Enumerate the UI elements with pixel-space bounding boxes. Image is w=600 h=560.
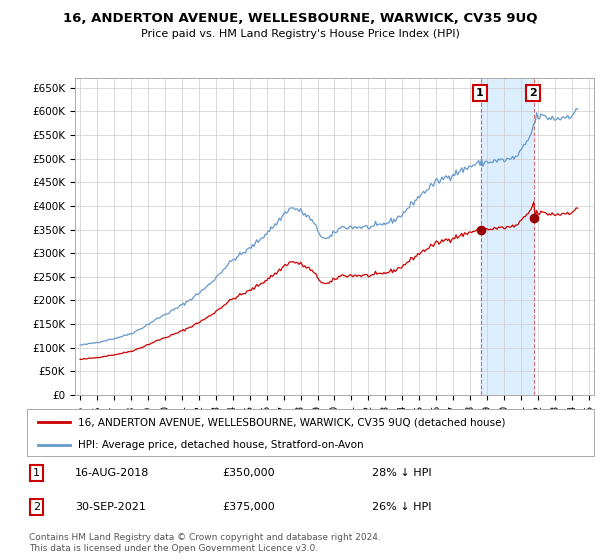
Text: 26% ↓ HPI: 26% ↓ HPI <box>372 502 431 512</box>
Bar <box>481 78 534 395</box>
Text: 28% ↓ HPI: 28% ↓ HPI <box>372 468 431 478</box>
Text: 1: 1 <box>476 88 484 98</box>
Text: 1: 1 <box>33 468 40 478</box>
Bar <box>534 78 594 395</box>
Text: 2: 2 <box>33 502 40 512</box>
Text: 16, ANDERTON AVENUE, WELLESBOURNE, WARWICK, CV35 9UQ: 16, ANDERTON AVENUE, WELLESBOURNE, WARWI… <box>63 12 537 25</box>
Text: 2: 2 <box>529 88 537 98</box>
Text: 30-SEP-2021: 30-SEP-2021 <box>75 502 146 512</box>
Text: 16, ANDERTON AVENUE, WELLESBOURNE, WARWICK, CV35 9UQ (detached house): 16, ANDERTON AVENUE, WELLESBOURNE, WARWI… <box>78 417 506 427</box>
Text: HPI: Average price, detached house, Stratford-on-Avon: HPI: Average price, detached house, Stra… <box>78 440 364 450</box>
Text: Contains HM Land Registry data © Crown copyright and database right 2024.
This d: Contains HM Land Registry data © Crown c… <box>29 533 380 553</box>
Text: 16-AUG-2018: 16-AUG-2018 <box>75 468 149 478</box>
Text: £375,000: £375,000 <box>222 502 275 512</box>
Text: £350,000: £350,000 <box>222 468 275 478</box>
Text: Price paid vs. HM Land Registry's House Price Index (HPI): Price paid vs. HM Land Registry's House … <box>140 29 460 39</box>
